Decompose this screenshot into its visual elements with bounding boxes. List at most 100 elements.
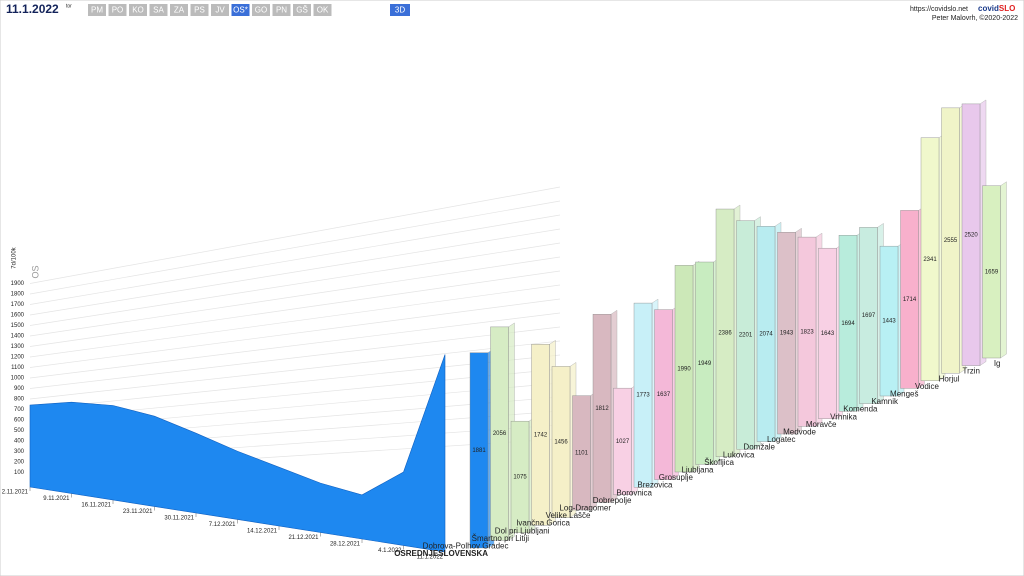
x-tick-label: 30.11.2021 bbox=[164, 516, 194, 522]
nav-button[interactable] bbox=[190, 4, 209, 16]
x-tick-label: 11.1.2022 bbox=[417, 555, 444, 561]
nav-label[interactable]: GO bbox=[255, 6, 267, 15]
category-label: Grosuplje bbox=[659, 473, 694, 482]
bar bbox=[551, 366, 571, 518]
y-tick-label: 1400 bbox=[11, 334, 25, 340]
category-label: Brezovica bbox=[637, 481, 673, 490]
y-tick-label: 1700 bbox=[11, 302, 25, 308]
bar bbox=[797, 236, 817, 427]
y-tick-label: 1200 bbox=[11, 355, 25, 361]
bar bbox=[695, 261, 714, 465]
grid-line bbox=[29, 186, 561, 284]
mode-label[interactable]: 3D bbox=[395, 6, 405, 15]
x-tick-label: 9.11.2021 bbox=[43, 496, 70, 502]
category-label: Lukovica bbox=[723, 450, 755, 459]
nav-button[interactable] bbox=[272, 4, 291, 16]
grid-line bbox=[29, 242, 561, 326]
y-tick-label: 600 bbox=[14, 418, 25, 424]
value-label: 1714 bbox=[903, 297, 917, 303]
nav-button[interactable] bbox=[149, 4, 168, 16]
category-label: Horjul bbox=[939, 374, 960, 383]
value-label: 1659 bbox=[985, 269, 999, 275]
nav-button[interactable] bbox=[313, 4, 332, 16]
nav-label[interactable]: KO bbox=[132, 6, 144, 15]
nav-label[interactable]: OS* bbox=[233, 6, 248, 15]
nav-button[interactable] bbox=[211, 4, 229, 16]
brand: covidSLO bbox=[978, 4, 1015, 13]
y-tick-label: 100 bbox=[14, 470, 25, 476]
grid-line bbox=[29, 298, 561, 368]
grid-line bbox=[29, 270, 561, 347]
category-label: Mengeš bbox=[890, 390, 918, 399]
category-label: Komenda bbox=[843, 405, 878, 414]
nav-button[interactable] bbox=[88, 4, 106, 16]
bar bbox=[838, 235, 858, 412]
nav-label[interactable]: JV bbox=[215, 6, 225, 15]
nav-button[interactable] bbox=[252, 4, 270, 16]
bar bbox=[900, 210, 919, 389]
nav-button[interactable] bbox=[108, 4, 127, 16]
nav-label[interactable]: PS bbox=[194, 6, 205, 15]
nav-label[interactable]: ZA bbox=[174, 6, 185, 15]
nav-label[interactable]: GŠ bbox=[296, 6, 308, 15]
mode-button[interactable] bbox=[390, 4, 410, 16]
url: https://covidslo.net bbox=[910, 6, 968, 13]
bar bbox=[674, 265, 694, 473]
x-tick-label: 2.11.2021 bbox=[2, 490, 29, 496]
grid-line bbox=[29, 326, 561, 389]
category-label: Velike Lašče bbox=[546, 511, 591, 520]
bar bbox=[982, 185, 1001, 359]
nav-label[interactable]: PN bbox=[276, 6, 287, 15]
value-label: 2074 bbox=[759, 331, 773, 337]
x-tick-label: 4.1.2022 bbox=[378, 548, 402, 554]
bar bbox=[510, 420, 530, 533]
category-label: Kamnik bbox=[871, 397, 899, 406]
grid-line bbox=[29, 200, 561, 295]
category-label: Log-Dragomer bbox=[559, 504, 611, 513]
series-name: OS bbox=[30, 265, 40, 278]
category-label: Vodice bbox=[915, 382, 940, 391]
nav-button[interactable] bbox=[170, 4, 188, 16]
bar bbox=[941, 107, 960, 374]
nav-label[interactable]: PM bbox=[91, 6, 103, 15]
grid-line bbox=[29, 214, 561, 305]
value-label: 1637 bbox=[657, 392, 671, 398]
nav-label[interactable]: OK bbox=[317, 6, 329, 15]
x-tick-label: 21.12.2021 bbox=[288, 535, 319, 541]
category-label: Logatec bbox=[767, 435, 795, 444]
y-tick-label: 800 bbox=[14, 397, 25, 403]
category-label: Borovnica bbox=[616, 488, 652, 497]
nav-button[interactable] bbox=[231, 4, 250, 16]
bar bbox=[756, 226, 776, 442]
nav-button[interactable] bbox=[129, 4, 147, 16]
y-tick-label: 200 bbox=[14, 460, 25, 466]
y-tick-label: 1800 bbox=[11, 292, 25, 298]
bar bbox=[920, 137, 940, 382]
nav-button[interactable] bbox=[293, 4, 311, 16]
bar bbox=[961, 103, 981, 366]
value-label: 1812 bbox=[595, 406, 609, 412]
area bbox=[29, 354, 446, 553]
value-label: 1027 bbox=[616, 439, 630, 445]
bar bbox=[736, 220, 755, 450]
date: 11.1.2022 bbox=[6, 2, 59, 16]
nav-label[interactable]: SA bbox=[153, 6, 164, 15]
x-tick-label: 28.12.2021 bbox=[330, 542, 361, 548]
category-label: OSREDNJESLOVENSKA bbox=[394, 549, 488, 558]
bar bbox=[777, 232, 796, 435]
x-tick-label: 23.11.2021 bbox=[123, 509, 153, 515]
bar bbox=[859, 227, 878, 404]
bar bbox=[469, 352, 489, 549]
grid-line bbox=[29, 312, 561, 379]
value-label: 1697 bbox=[862, 313, 876, 319]
value-label: 2555 bbox=[944, 238, 958, 244]
nav-label[interactable]: PO bbox=[112, 6, 124, 15]
x-tick-label: 7.12.2021 bbox=[209, 522, 236, 528]
bar bbox=[490, 326, 509, 541]
value-label: 1456 bbox=[554, 440, 568, 446]
category-label: Medvode bbox=[783, 428, 816, 437]
value-label: 2386 bbox=[718, 330, 732, 336]
y-tick-label: 400 bbox=[14, 439, 25, 445]
category-label: Ljubljana bbox=[681, 466, 714, 475]
